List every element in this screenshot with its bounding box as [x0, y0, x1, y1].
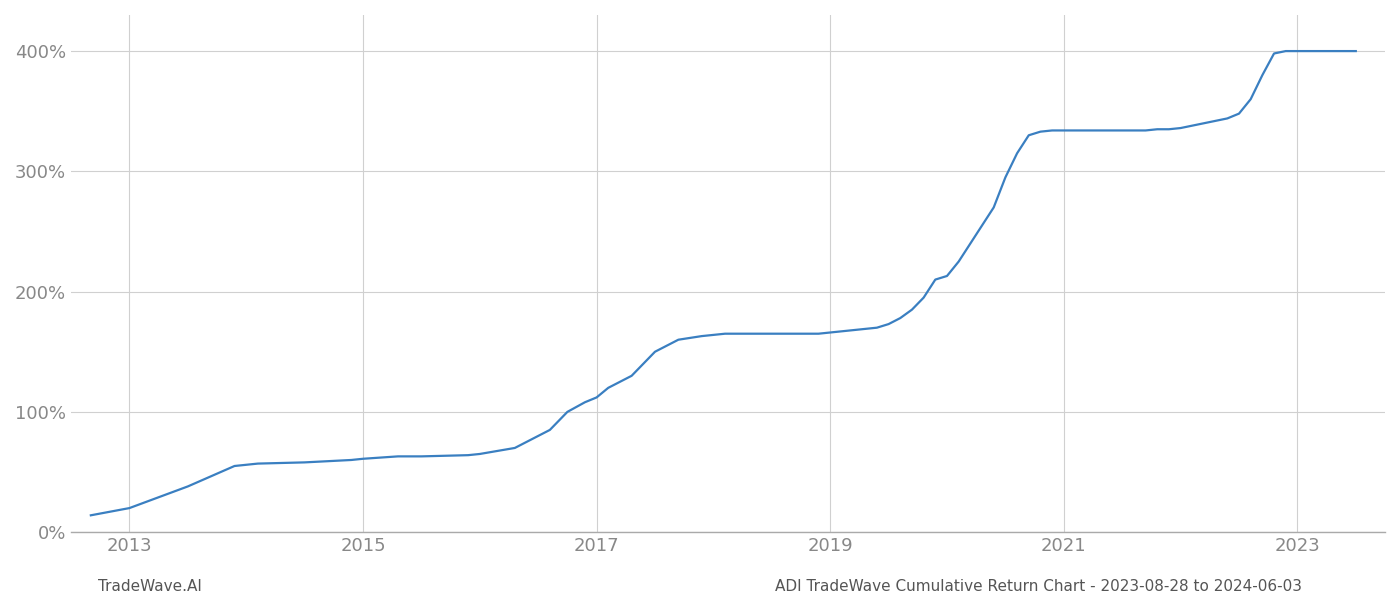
Text: TradeWave.AI: TradeWave.AI [98, 579, 202, 594]
Text: ADI TradeWave Cumulative Return Chart - 2023-08-28 to 2024-06-03: ADI TradeWave Cumulative Return Chart - … [776, 579, 1302, 594]
